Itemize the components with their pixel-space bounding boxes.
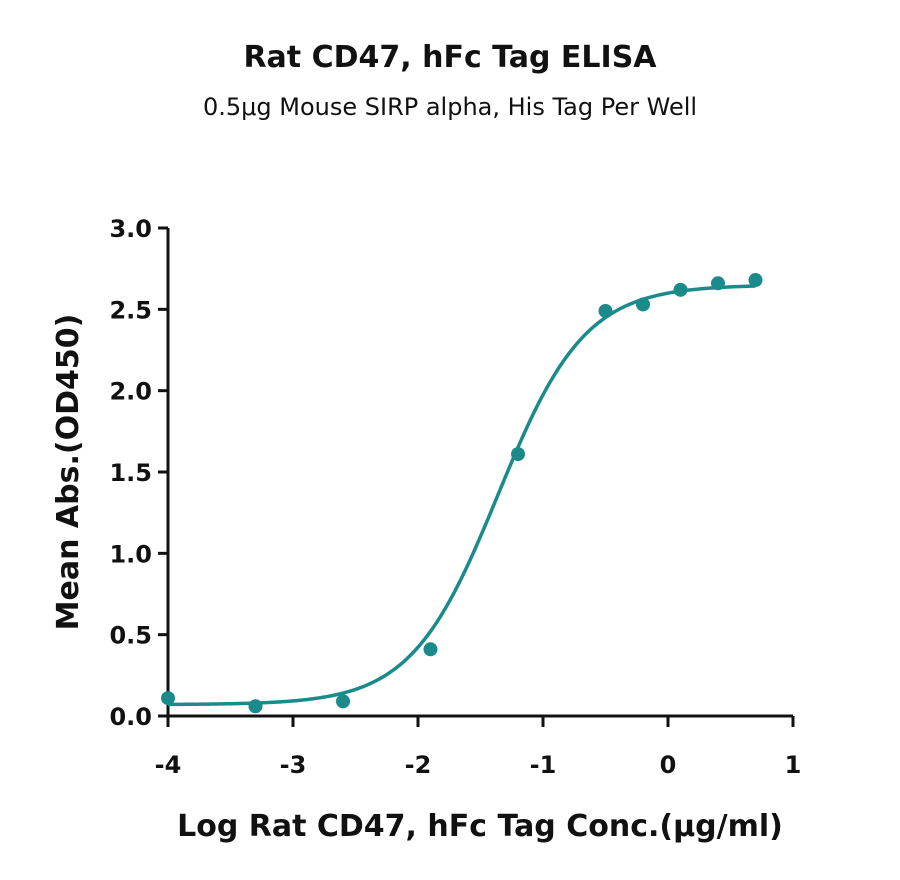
data-points-layer — [161, 273, 763, 714]
data-point — [598, 303, 613, 318]
fit-curve-layer — [167, 284, 756, 707]
y-tick-label: 2.5 — [109, 296, 152, 324]
data-point — [711, 276, 725, 291]
data-point — [248, 699, 263, 714]
x-tick-label: -2 — [405, 751, 432, 779]
x-tick-label: -3 — [280, 751, 307, 779]
y-tick-label: 1.0 — [109, 540, 152, 568]
data-point — [423, 642, 438, 657]
y-tick-label: 1.5 — [109, 459, 152, 487]
data-point — [161, 691, 175, 706]
tick-labels-layer: 0.0 0.5 1.0 1.5 2.0 2.5 3.0 -4 -3 -2 -1 0 1 — [109, 215, 801, 779]
data-point — [748, 273, 763, 288]
data-point — [673, 282, 688, 297]
x-tick-label: 0 — [660, 751, 677, 779]
data-point — [336, 694, 350, 709]
data-point — [511, 447, 525, 462]
y-tick-label: 0.0 — [109, 703, 152, 731]
chart-subtitle: 0.5μg Mouse SIRP alpha, His Tag Per Well — [202, 93, 698, 121]
y-tick-label: 2.0 — [109, 378, 152, 406]
data-point — [636, 297, 650, 312]
x-axis-title: Log Rat CD47, hFc Tag Conc.(μg/ml) — [177, 809, 783, 844]
x-tick-label: -4 — [155, 751, 182, 779]
chart-title: Rat CD47, hFc Tag ELISA — [243, 40, 657, 75]
y-tick-label: 0.5 — [109, 622, 152, 650]
x-tick-label: 1 — [785, 751, 802, 779]
fit-curve — [167, 284, 756, 707]
axes — [158, 226, 795, 727]
x-tick-label: -1 — [530, 751, 557, 779]
y-tick-label: 3.0 — [109, 215, 152, 243]
y-axis-title: Mean Abs.(OD450) — [51, 314, 86, 631]
